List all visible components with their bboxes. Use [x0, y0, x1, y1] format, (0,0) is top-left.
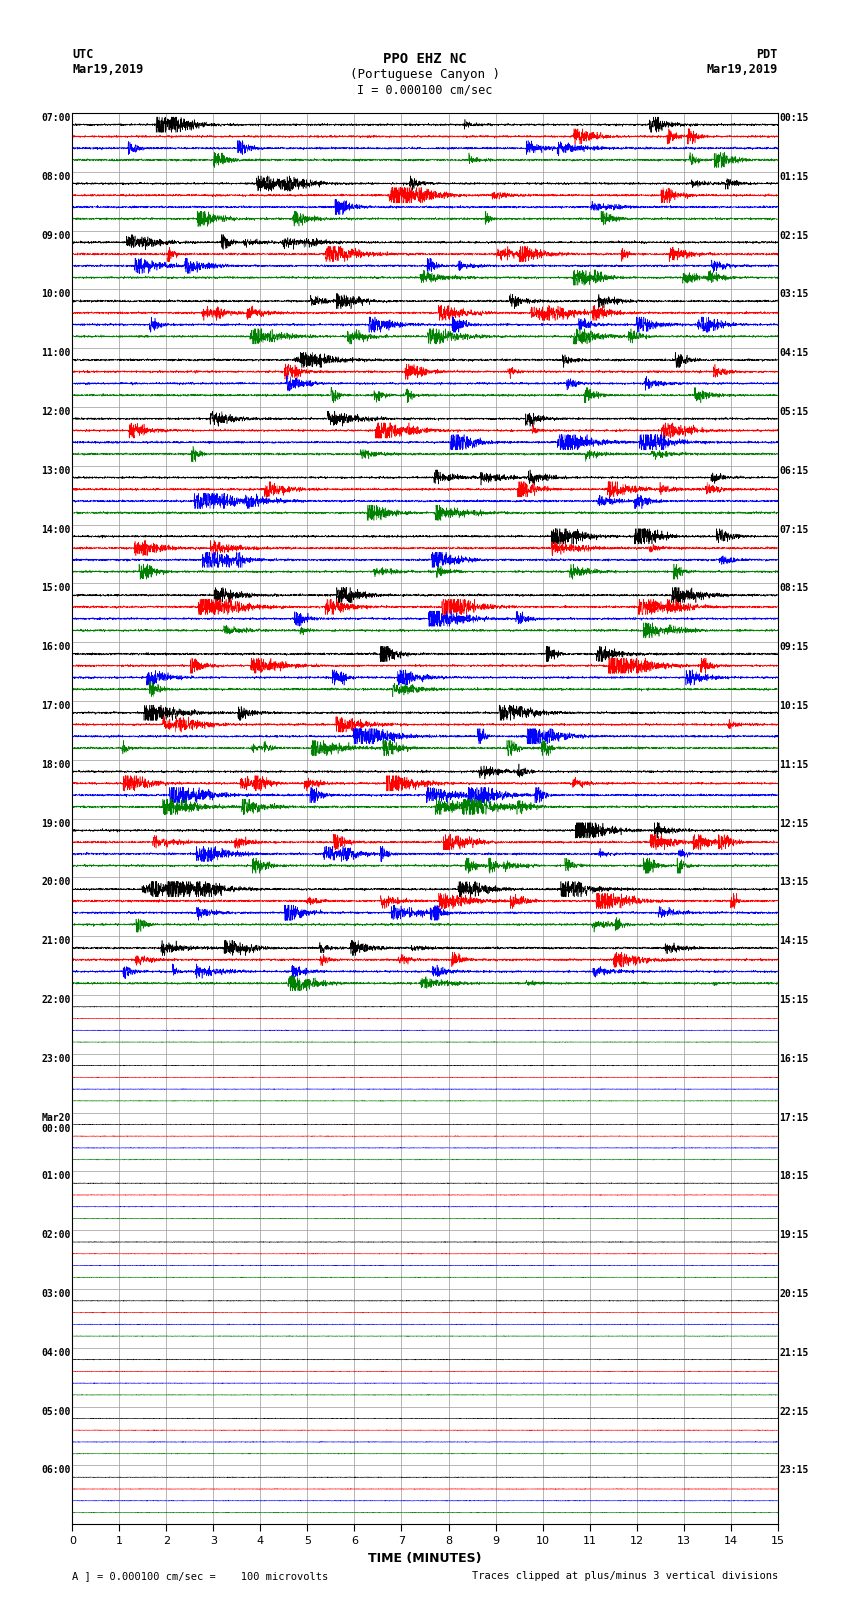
Text: 17:00: 17:00	[42, 702, 71, 711]
Text: 10:00: 10:00	[42, 289, 71, 300]
Text: Mar20
00:00: Mar20 00:00	[42, 1113, 71, 1134]
Text: Mar19,2019: Mar19,2019	[706, 63, 778, 76]
Text: 18:15: 18:15	[779, 1171, 808, 1181]
Text: 00:15: 00:15	[779, 113, 808, 123]
Text: 09:00: 09:00	[42, 231, 71, 240]
Text: 14:15: 14:15	[779, 936, 808, 947]
Text: PDT: PDT	[756, 48, 778, 61]
Text: 08:15: 08:15	[779, 584, 808, 594]
Text: 01:00: 01:00	[42, 1171, 71, 1181]
Text: 16:15: 16:15	[779, 1053, 808, 1065]
Text: 16:00: 16:00	[42, 642, 71, 652]
Text: 11:15: 11:15	[779, 760, 808, 769]
Text: 06:00: 06:00	[42, 1466, 71, 1476]
Text: 15:00: 15:00	[42, 584, 71, 594]
Text: 23:15: 23:15	[779, 1466, 808, 1476]
Text: 21:00: 21:00	[42, 936, 71, 947]
Text: 21:15: 21:15	[779, 1348, 808, 1358]
Text: 03:00: 03:00	[42, 1289, 71, 1298]
Text: 15:15: 15:15	[779, 995, 808, 1005]
Text: 20:00: 20:00	[42, 877, 71, 887]
Text: 01:15: 01:15	[779, 171, 808, 182]
X-axis label: TIME (MINUTES): TIME (MINUTES)	[368, 1552, 482, 1565]
Text: 19:15: 19:15	[779, 1231, 808, 1240]
Text: 18:00: 18:00	[42, 760, 71, 769]
Text: Traces clipped at plus/minus 3 vertical divisions: Traces clipped at plus/minus 3 vertical …	[472, 1571, 778, 1581]
Text: 04:15: 04:15	[779, 348, 808, 358]
Text: (Portuguese Canyon ): (Portuguese Canyon )	[350, 68, 500, 81]
Text: 02:00: 02:00	[42, 1231, 71, 1240]
Text: 22:15: 22:15	[779, 1407, 808, 1416]
Text: 07:15: 07:15	[779, 524, 808, 534]
Text: 03:15: 03:15	[779, 289, 808, 300]
Text: 09:15: 09:15	[779, 642, 808, 652]
Text: 19:00: 19:00	[42, 818, 71, 829]
Text: 05:15: 05:15	[779, 406, 808, 416]
Text: 12:00: 12:00	[42, 406, 71, 416]
Text: 13:00: 13:00	[42, 466, 71, 476]
Text: I = 0.000100 cm/sec: I = 0.000100 cm/sec	[357, 84, 493, 97]
Text: 06:15: 06:15	[779, 466, 808, 476]
Text: A ] = 0.000100 cm/sec =    100 microvolts: A ] = 0.000100 cm/sec = 100 microvolts	[72, 1571, 328, 1581]
Text: UTC: UTC	[72, 48, 94, 61]
Text: 13:15: 13:15	[779, 877, 808, 887]
Text: 14:00: 14:00	[42, 524, 71, 534]
Text: Mar19,2019: Mar19,2019	[72, 63, 144, 76]
Text: 17:15: 17:15	[779, 1113, 808, 1123]
Text: 20:15: 20:15	[779, 1289, 808, 1298]
Text: 02:15: 02:15	[779, 231, 808, 240]
Text: PPO EHZ NC: PPO EHZ NC	[383, 52, 467, 66]
Text: 07:00: 07:00	[42, 113, 71, 123]
Text: 23:00: 23:00	[42, 1053, 71, 1065]
Text: 22:00: 22:00	[42, 995, 71, 1005]
Text: 08:00: 08:00	[42, 171, 71, 182]
Text: 05:00: 05:00	[42, 1407, 71, 1416]
Text: 04:00: 04:00	[42, 1348, 71, 1358]
Text: 12:15: 12:15	[779, 818, 808, 829]
Text: 10:15: 10:15	[779, 702, 808, 711]
Text: 11:00: 11:00	[42, 348, 71, 358]
